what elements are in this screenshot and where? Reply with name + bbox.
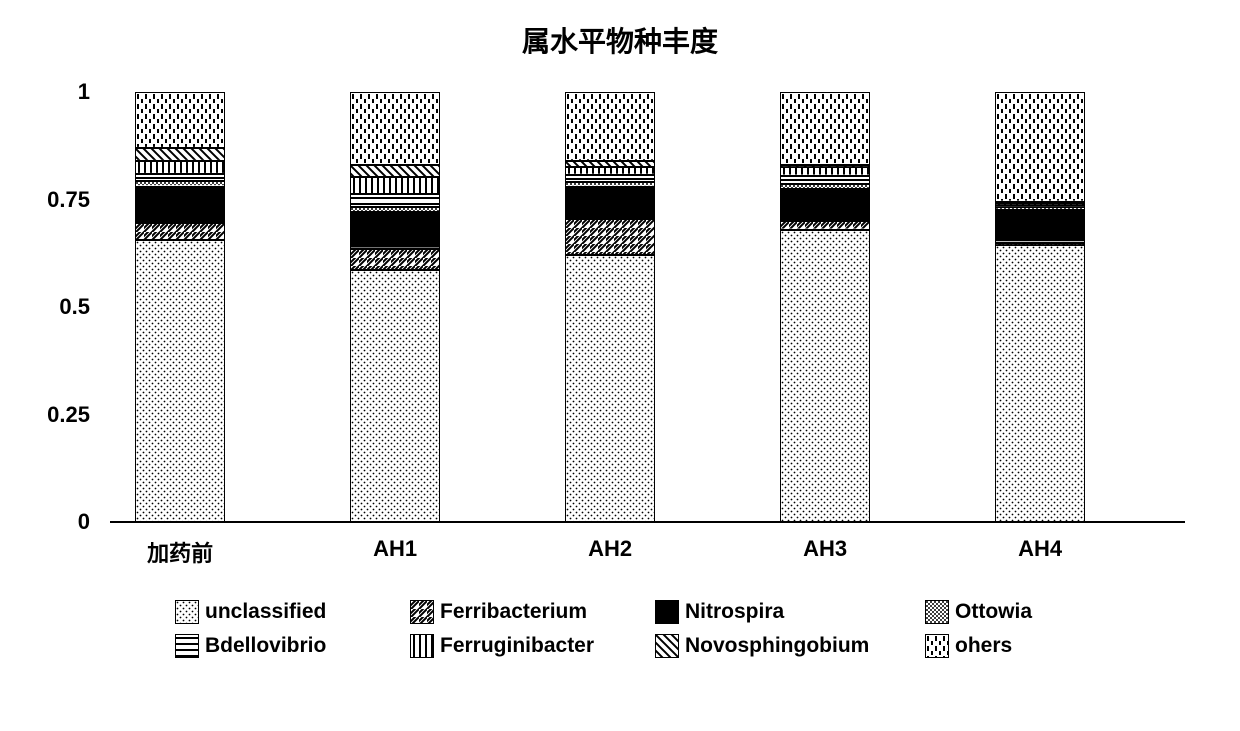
y-tick-label: 0.25 bbox=[0, 402, 90, 428]
legend-label: Nitrospira bbox=[685, 600, 784, 624]
bar-加药前 bbox=[135, 92, 225, 522]
segment-Ferribacterium bbox=[565, 219, 655, 256]
segment-Ferribacterium bbox=[350, 249, 440, 271]
legend-item-Ferribacterium: Ferribacterium bbox=[410, 600, 655, 624]
segment-Ottowia bbox=[995, 207, 1085, 210]
bar-AH4 bbox=[995, 92, 1085, 522]
segment-Bdellovibrio bbox=[565, 175, 655, 183]
x-tick-label: 加药前 bbox=[147, 536, 213, 568]
legend-label: Bdellovibrio bbox=[205, 634, 326, 658]
legend-item-Nitrospira: Nitrospira bbox=[655, 600, 925, 624]
segment-Ferribacterium bbox=[135, 223, 225, 240]
y-tick-label: 0.5 bbox=[0, 294, 90, 320]
y-tick-label: 0 bbox=[0, 509, 90, 535]
legend-swatch bbox=[925, 634, 949, 658]
legend: unclassified Ferribacterium Nitrospira Otto… bbox=[175, 600, 1085, 668]
legend-item-Ferruginibacter: Ferruginibacter bbox=[410, 634, 655, 658]
legend-label: Ferribacterium bbox=[440, 600, 587, 624]
plot-area bbox=[110, 92, 1185, 522]
segment-Ferruginibacter bbox=[350, 177, 440, 194]
segment-unclassified bbox=[135, 240, 225, 522]
segment-ohers bbox=[565, 92, 655, 161]
legend-label: Ferruginibacter bbox=[440, 634, 594, 658]
legend-label: Novosphingobium bbox=[685, 634, 869, 658]
y-tick-label: 0.75 bbox=[0, 187, 90, 213]
segment-unclassified bbox=[350, 270, 440, 522]
segment-Ottowia bbox=[565, 182, 655, 186]
legend-swatch bbox=[410, 600, 434, 624]
segment-unclassified bbox=[995, 245, 1085, 522]
legend-label: ohers bbox=[955, 634, 1012, 658]
segment-Ferruginibacter bbox=[565, 167, 655, 175]
chart-title: 属水平物种丰度 bbox=[0, 20, 1240, 60]
segment-Ferribacterium bbox=[780, 221, 870, 230]
legend-item-Novosphingobium: Novosphingobium bbox=[655, 634, 925, 658]
legend-swatch bbox=[925, 600, 949, 624]
segment-Bdellovibrio bbox=[135, 174, 225, 182]
bar-AH3 bbox=[780, 92, 870, 522]
segment-ohers bbox=[350, 92, 440, 165]
y-tick-label: 1 bbox=[0, 79, 90, 105]
bar-AH1 bbox=[350, 92, 440, 522]
segment-Ferruginibacter bbox=[780, 167, 870, 176]
segment-unclassified bbox=[780, 230, 870, 522]
segment-ohers bbox=[135, 92, 225, 148]
legend-swatch bbox=[655, 634, 679, 658]
segment-Novosphingobium bbox=[780, 165, 870, 167]
chart-container: 属水平物种丰度 unclassified Ferribacterium Nitros… bbox=[0, 0, 1240, 731]
x-tick-label: AH1 bbox=[373, 536, 417, 562]
segment-Novosphingobium bbox=[565, 161, 655, 167]
segment-Ferribacterium bbox=[995, 243, 1085, 245]
x-tick-label: AH3 bbox=[803, 536, 847, 562]
bar-AH2 bbox=[565, 92, 655, 522]
segment-Ferruginibacter bbox=[135, 161, 225, 174]
x-tick-label: AH4 bbox=[1018, 536, 1062, 562]
segment-Bdellovibrio bbox=[350, 194, 440, 207]
legend-label: unclassified bbox=[205, 600, 326, 624]
legend-row: Bdellovibrio Ferruginibacter Novosphingobi… bbox=[175, 634, 1085, 658]
legend-item-unclassified: unclassified bbox=[175, 600, 410, 624]
segment-Nitrospira bbox=[565, 187, 655, 219]
legend-label: Ottowia bbox=[955, 600, 1032, 624]
segment-Ferruginibacter bbox=[995, 203, 1085, 205]
segment-Nitrospira bbox=[135, 187, 225, 224]
segment-Novosphingobium bbox=[350, 165, 440, 177]
legend-item-Ottowia: Ottowia bbox=[925, 600, 1085, 624]
x-tick-label: AH2 bbox=[588, 536, 632, 562]
legend-swatch bbox=[410, 634, 434, 658]
legend-item-ohers: ohers bbox=[925, 634, 1085, 658]
legend-item-Bdellovibrio: Bdellovibrio bbox=[175, 634, 410, 658]
legend-swatch bbox=[175, 634, 199, 658]
segment-Ottowia bbox=[350, 207, 440, 212]
segment-Nitrospira bbox=[780, 189, 870, 221]
segment-Bdellovibrio bbox=[995, 205, 1085, 207]
legend-row: unclassified Ferribacterium Nitrospira Otto… bbox=[175, 600, 1085, 624]
segment-ohers bbox=[995, 92, 1085, 202]
segment-ohers bbox=[780, 92, 870, 165]
segment-Ottowia bbox=[135, 181, 225, 186]
legend-swatch bbox=[655, 600, 679, 624]
segment-Ottowia bbox=[780, 184, 870, 189]
segment-Novosphingobium bbox=[135, 148, 225, 161]
legend-swatch bbox=[175, 600, 199, 624]
segment-Nitrospira bbox=[350, 212, 440, 249]
segment-Nitrospira bbox=[995, 210, 1085, 242]
segment-Bdellovibrio bbox=[780, 176, 870, 184]
segment-unclassified bbox=[565, 255, 655, 522]
